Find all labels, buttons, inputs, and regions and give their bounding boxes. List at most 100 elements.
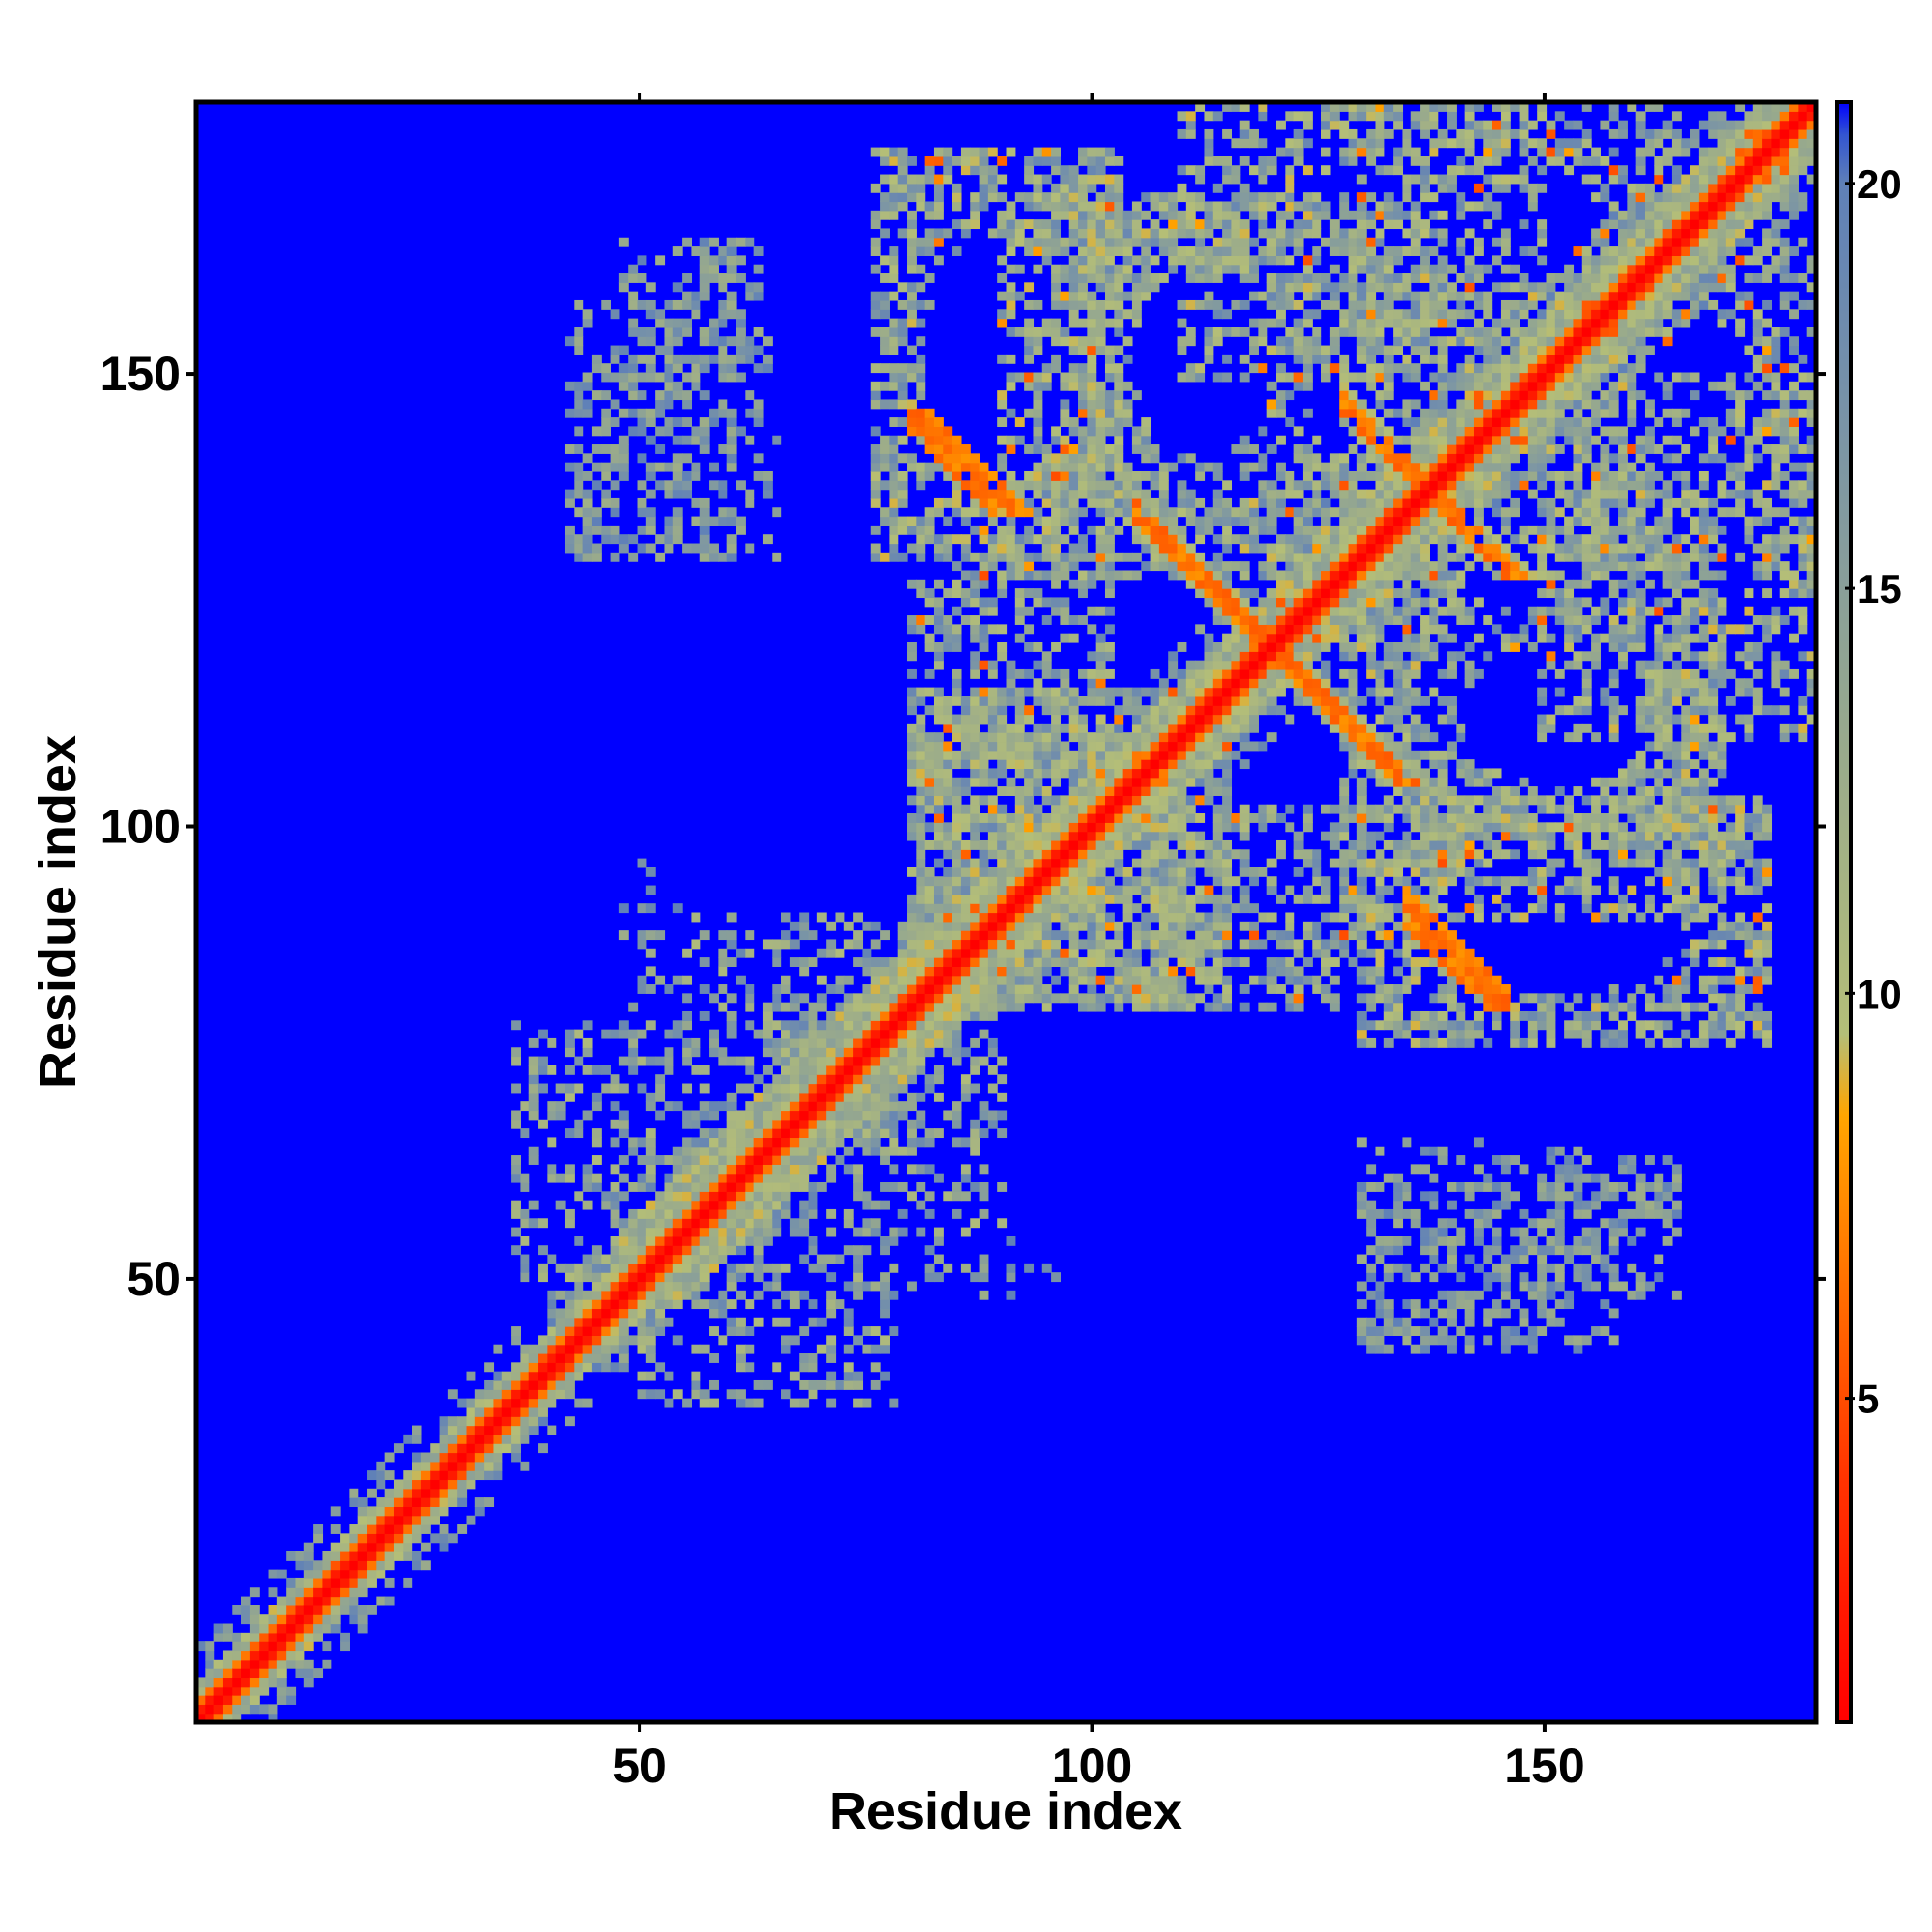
- heatmap-cell: [889, 183, 899, 193]
- heatmap-cell: [672, 1236, 683, 1246]
- heatmap-cell: [1276, 552, 1286, 562]
- heatmap-cell: [1231, 299, 1241, 310]
- heatmap-cell: [276, 1596, 287, 1606]
- heatmap-cell: [862, 966, 872, 977]
- heatmap-cell: [1141, 966, 1151, 977]
- heatmap-cell: [835, 1002, 845, 1012]
- heatmap-cell: [618, 1020, 629, 1031]
- heatmap-cell: [709, 1128, 719, 1139]
- heatmap-cell: [528, 1389, 539, 1400]
- heatmap-cell: [924, 1002, 935, 1012]
- heatmap-cell: [880, 1065, 890, 1075]
- heatmap-cell: [447, 1389, 458, 1400]
- heatmap-cell: [1168, 534, 1179, 545]
- heatmap-cell: [745, 1128, 755, 1139]
- heatmap-cell: [835, 1065, 845, 1075]
- heatmap-cell: [987, 903, 998, 914]
- heatmap-cell: [753, 1191, 764, 1202]
- heatmap-cell: [582, 1110, 593, 1121]
- heatmap-cell: [1150, 768, 1160, 779]
- heatmap-cell: [582, 489, 593, 499]
- heatmap-cell: [1060, 867, 1070, 877]
- heatmap-cell: [826, 1128, 837, 1139]
- heatmap-cell: [520, 1353, 530, 1363]
- heatmap-cell: [420, 1461, 431, 1471]
- heatmap-cell: [591, 390, 602, 401]
- heatmap-cell: [1068, 273, 1079, 283]
- heatmap-cell: [574, 1128, 584, 1139]
- heatmap-cell: [601, 1326, 611, 1336]
- heatmap-cell: [1158, 480, 1169, 491]
- heatmap-cell: [564, 1164, 575, 1175]
- heatmap-cell: [1195, 372, 1206, 383]
- heatmap-cell: [628, 1002, 639, 1012]
- heatmap-cell: [1033, 732, 1043, 743]
- heatmap-cell: [1177, 453, 1187, 464]
- heatmap-cell: [276, 1614, 287, 1625]
- heatmap-cell: [645, 1272, 656, 1283]
- heatmap-cell: [564, 444, 575, 454]
- heatmap-cell: [1014, 885, 1025, 895]
- heatmap-cell: [637, 255, 647, 266]
- heatmap-cell: [772, 1173, 782, 1183]
- heatmap-cell: [672, 1299, 683, 1310]
- heatmap-cell: [952, 633, 962, 643]
- heatmap-cell: [564, 381, 575, 391]
- heatmap-cell: [1212, 561, 1223, 572]
- heatmap-cell: [645, 363, 656, 374]
- heatmap-cell: [907, 408, 917, 418]
- heatmap-cell: [1095, 957, 1106, 967]
- heatmap-cell: [1150, 552, 1160, 562]
- heatmap-cell: [1285, 993, 1295, 1004]
- heatmap-cell: [1266, 678, 1277, 689]
- heatmap-cell: [889, 1074, 899, 1085]
- heatmap-cell: [1222, 732, 1233, 743]
- heatmap-cell: [691, 1281, 701, 1292]
- heatmap-cell: [762, 1379, 773, 1390]
- heatmap-cell: [1222, 651, 1233, 662]
- heatmap-cell: [1104, 804, 1115, 814]
- heatmap-cell: [1041, 516, 1052, 526]
- heatmap-cell: [241, 1659, 251, 1669]
- heatmap-cell: [943, 759, 953, 770]
- heatmap-cell: [970, 759, 980, 770]
- heatmap-cell: [457, 1488, 468, 1498]
- heatmap-cell: [618, 1227, 629, 1237]
- heatmap-cell: [655, 399, 666, 410]
- heatmap-cell: [933, 1020, 944, 1031]
- heatmap-cell: [1014, 534, 1025, 545]
- heatmap-cell: [1158, 497, 1169, 508]
- heatmap-cell: [1024, 921, 1035, 931]
- heatmap-cell: [870, 1128, 881, 1139]
- heatmap-cell: [645, 282, 656, 293]
- heatmap-cell: [474, 1497, 485, 1507]
- heatmap-cell: [1185, 552, 1196, 562]
- heatmap-cell: [303, 1623, 314, 1634]
- heatmap-cell: [907, 1029, 917, 1039]
- heatmap-cell: [1078, 768, 1088, 779]
- heatmap-cell: [862, 1146, 872, 1156]
- heatmap-cell: [870, 426, 881, 437]
- heatmap-cell: [952, 759, 962, 770]
- heatmap-cell: [718, 930, 728, 941]
- heatmap-cell: [916, 381, 926, 391]
- heatmap-cell: [1195, 705, 1206, 716]
- heatmap-cell: [1204, 732, 1214, 743]
- heatmap-cell: [1204, 948, 1214, 958]
- heatmap-cell: [637, 903, 647, 914]
- heatmap-cell: [1006, 147, 1016, 157]
- heatmap-cell: [1168, 903, 1179, 914]
- heatmap-cell: [970, 1037, 980, 1048]
- heatmap-cell: [1212, 336, 1223, 347]
- heatmap-cell: [1222, 210, 1233, 220]
- heatmap-cell: [753, 363, 764, 374]
- heatmap-cell: [1150, 903, 1160, 914]
- heatmap-cell: [1068, 309, 1079, 320]
- heatmap-cell: [1150, 957, 1160, 967]
- heatmap-cell: [1131, 768, 1142, 779]
- heatmap-cell: [916, 615, 926, 625]
- heatmap-cell: [1051, 480, 1061, 491]
- heatmap-cell: [1204, 867, 1214, 877]
- heatmap-cell: [1222, 237, 1233, 247]
- heatmap-cell: [1078, 174, 1088, 185]
